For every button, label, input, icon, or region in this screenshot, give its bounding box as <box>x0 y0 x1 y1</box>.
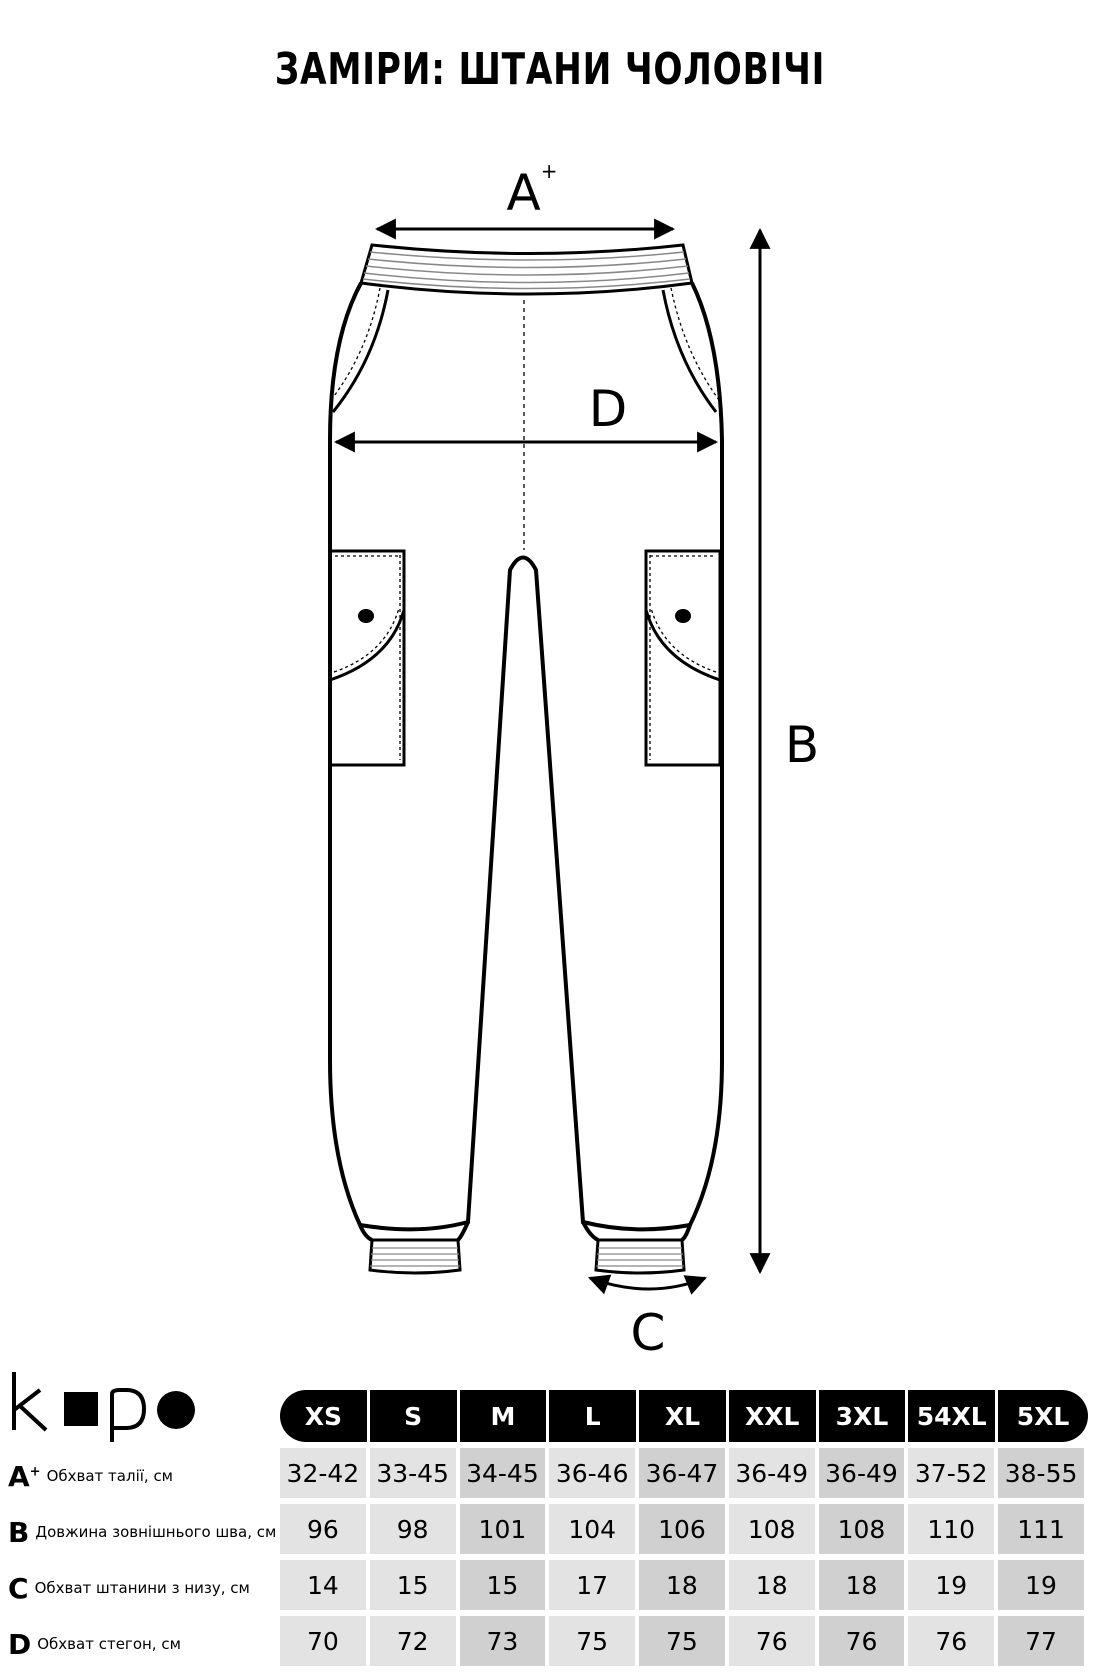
row-description: Обхват талії, см <box>46 1467 174 1485</box>
table-cell: 19 <box>998 1560 1088 1616</box>
table-cell: 101 <box>459 1504 550 1560</box>
table-cell: 104 <box>549 1504 640 1560</box>
size-header-54xl: 54XL <box>908 1390 999 1442</box>
table-cell: 36-49 <box>728 1448 819 1504</box>
table-row: D Обхват стегон, см 70 72 73 75 75 76 76 … <box>8 1616 1088 1672</box>
row-label: A+ Обхват талії, см <box>8 1448 280 1504</box>
leg-bottoms <box>358 1221 692 1242</box>
row-label: D Обхват стегон, см <box>8 1616 280 1672</box>
dimension-d-label: D <box>589 380 628 438</box>
table-cell: 36-46 <box>549 1448 640 1504</box>
table-cell: 38-55 <box>998 1448 1088 1504</box>
size-header-m: M <box>459 1390 550 1442</box>
dimension-c-label: C <box>631 1304 666 1360</box>
table-cell: 34-45 <box>459 1448 550 1504</box>
table-cell: 110 <box>908 1504 999 1560</box>
table-row: C Обхват штанини з низу, см 14 15 15 17 1… <box>8 1560 1088 1616</box>
table-cell: 75 <box>549 1616 640 1672</box>
table-cell: 33-45 <box>369 1448 460 1504</box>
row-label: C Обхват штанини з низу, см <box>8 1560 280 1616</box>
table-cell: 14 <box>280 1560 370 1616</box>
table-cell: 77 <box>998 1616 1088 1672</box>
table-cell: 111 <box>998 1504 1088 1560</box>
table-cell: 15 <box>369 1560 460 1616</box>
table-cell: 18 <box>639 1560 729 1616</box>
header-spacer <box>8 1390 280 1442</box>
row-letter: D <box>8 1627 32 1661</box>
table-cell: 76 <box>818 1616 909 1672</box>
size-header-3xl: 3XL <box>818 1390 909 1442</box>
waistband <box>359 243 694 296</box>
row-letter: B <box>8 1515 30 1549</box>
kopo-logo <box>12 1372 195 1442</box>
page-title: ЗАМІРИ: ШТАНИ ЧОЛОВІЧІ <box>274 44 826 95</box>
table-cell: 106 <box>639 1504 729 1560</box>
table-cell: 73 <box>459 1616 550 1672</box>
table-cell: 108 <box>818 1504 909 1560</box>
size-header-5xl: 5XL <box>998 1390 1088 1442</box>
size-header-xl: XL <box>639 1390 729 1442</box>
dimension-c-arrow <box>588 1274 707 1295</box>
pants-outline <box>328 282 724 1232</box>
table-cell: 18 <box>728 1560 819 1616</box>
table-row: A+ Обхват талії, см 32-42 33-45 34-45 36-… <box>8 1448 1088 1504</box>
row-description: Обхват стегон, см <box>37 1635 181 1653</box>
table-cell: 75 <box>639 1616 729 1672</box>
table-cell: 17 <box>549 1560 640 1616</box>
table-cell: 98 <box>369 1504 460 1560</box>
table-cell: 19 <box>908 1560 999 1616</box>
size-header-s: S <box>369 1390 460 1442</box>
table-cell: 76 <box>908 1616 999 1672</box>
table-cell: 37-52 <box>908 1448 999 1504</box>
dimension-b-label: B <box>785 716 819 774</box>
table-cell: 76 <box>728 1616 819 1672</box>
row-letter: C <box>8 1571 29 1605</box>
cuff-right <box>594 1238 686 1275</box>
row-letter: A+ <box>8 1459 41 1493</box>
table-cell: 32-42 <box>280 1448 370 1504</box>
table-cell: 96 <box>280 1504 370 1560</box>
table-cell: 108 <box>728 1504 819 1560</box>
size-header-xxl: XXL <box>728 1390 819 1442</box>
cuff-left <box>368 1238 462 1275</box>
front-pockets <box>330 287 720 413</box>
cargo-pocket-right <box>644 549 722 767</box>
table-cell: 15 <box>459 1560 550 1616</box>
table-cell: 18 <box>818 1560 909 1616</box>
cargo-pocket-left <box>328 549 406 767</box>
size-header-l: L <box>549 1390 640 1442</box>
size-header-xs: XS <box>280 1390 370 1442</box>
table-cell: 36-49 <box>818 1448 909 1504</box>
row-description: Обхват штанини з низу, см <box>34 1579 250 1597</box>
dimension-a-label: A+ <box>507 159 558 222</box>
size-chart-table: XS S M L XL XXL 3XL 54XL 5XL A+ Обхват та… <box>8 1390 1088 1672</box>
pants-diagram: A+ D B C <box>328 159 819 1360</box>
table-cell: 70 <box>280 1616 370 1672</box>
row-label: B Довжина зовнішнього шва, см <box>8 1504 280 1560</box>
table-row: B Довжина зовнішнього шва, см 96 98 101 1… <box>8 1504 1088 1560</box>
table-cell: 72 <box>369 1616 460 1672</box>
table-cell: 36-47 <box>639 1448 729 1504</box>
size-header-row: XS S M L XL XXL 3XL 54XL 5XL <box>8 1390 1088 1442</box>
row-description: Довжина зовнішнього шва, см <box>35 1523 277 1541</box>
